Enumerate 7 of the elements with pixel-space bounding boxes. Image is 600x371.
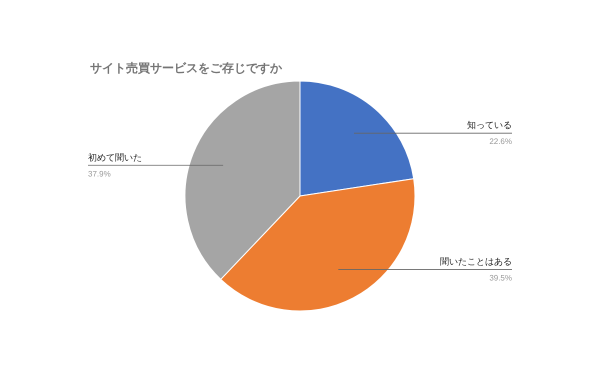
data-label: 37.9% xyxy=(88,169,111,178)
data-label: 22.6% xyxy=(489,137,512,146)
slice-label: 知っている xyxy=(467,120,512,130)
data-label: 39.5% xyxy=(489,273,512,282)
slice-label: 初めて聞いた xyxy=(88,152,142,162)
slice-label: 聞いたことはある xyxy=(440,256,512,266)
chart-title: サイト売買サービスをご存じですか xyxy=(90,61,283,75)
